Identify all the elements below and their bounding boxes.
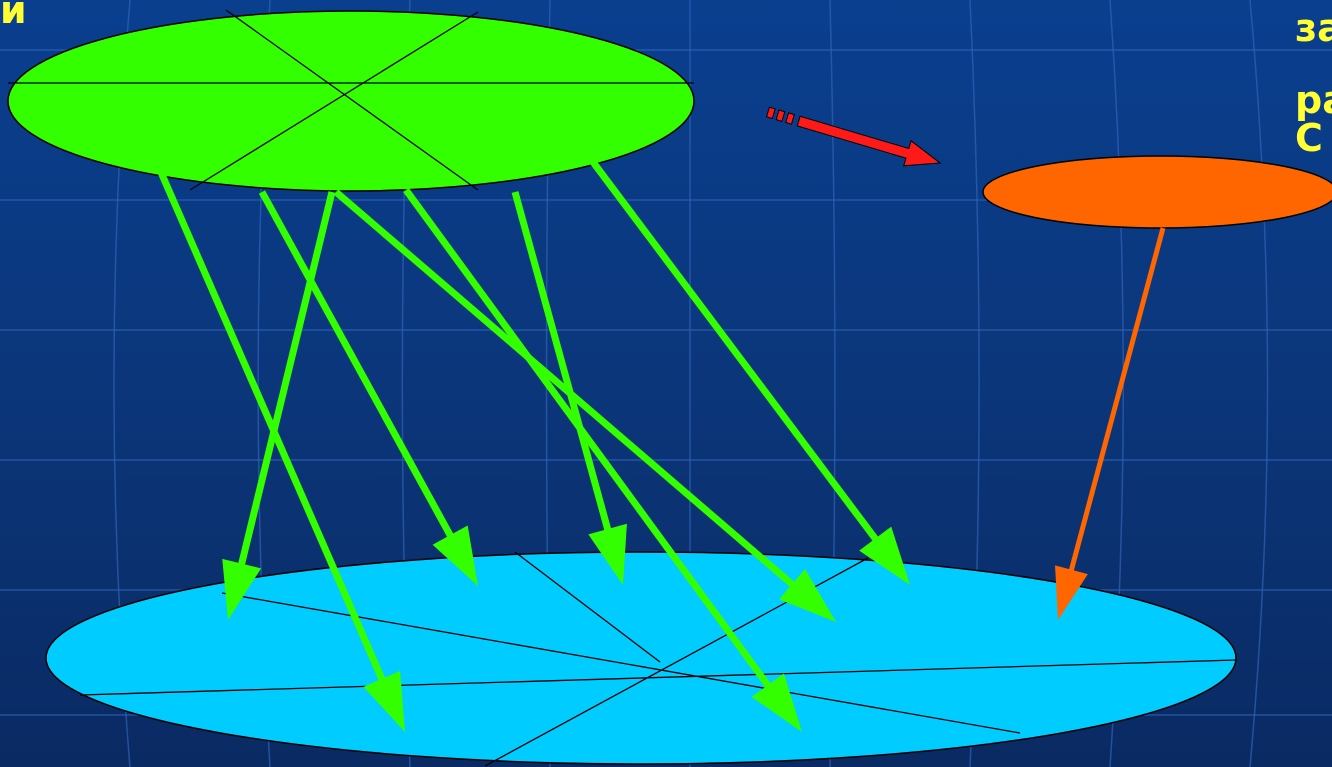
orange-arrow-head	[1055, 565, 1088, 620]
green-arrow-shaft	[258, 190, 455, 539]
label-right-line3: С	[1295, 116, 1323, 160]
label-right-line1: за	[1295, 6, 1332, 50]
green-arrow-head	[363, 670, 405, 732]
green-arrow-shaft	[156, 168, 386, 683]
cyan-ellipse-line	[79, 659, 1237, 696]
orange-ellipse	[982, 155, 1332, 229]
green-arrow-shaft	[333, 189, 796, 589]
red-arrow-tail-dash	[785, 112, 795, 125]
green-arrow-shaft	[511, 191, 612, 532]
green-arrow-shaft	[237, 191, 336, 567]
green-arrow-head	[588, 523, 627, 585]
grid-line	[1249, 0, 1269, 767]
red-arrow-tail-dash	[765, 106, 776, 120]
green-ellipse-line	[225, 9, 479, 191]
green-ellipse	[7, 10, 695, 192]
red-arrow-tail-dash	[775, 109, 786, 122]
red-arrow-body	[796, 115, 942, 167]
green-arrow-head	[751, 673, 802, 732]
green-arrow-head	[222, 558, 262, 620]
label-top-left: и	[0, 0, 27, 32]
green-arrow-head	[432, 525, 478, 586]
green-arrow-shaft	[403, 187, 772, 689]
cyan-ellipse	[45, 551, 1237, 765]
green-ellipse-line	[189, 11, 479, 191]
cyan-ellipse-line	[514, 551, 661, 663]
label-right-line2: ра	[1295, 78, 1332, 122]
green-arrow-head	[778, 569, 836, 622]
orange-arrow-shaft	[1068, 227, 1166, 573]
green-arrow-shaft	[590, 159, 880, 543]
green-arrow-head	[859, 526, 910, 585]
